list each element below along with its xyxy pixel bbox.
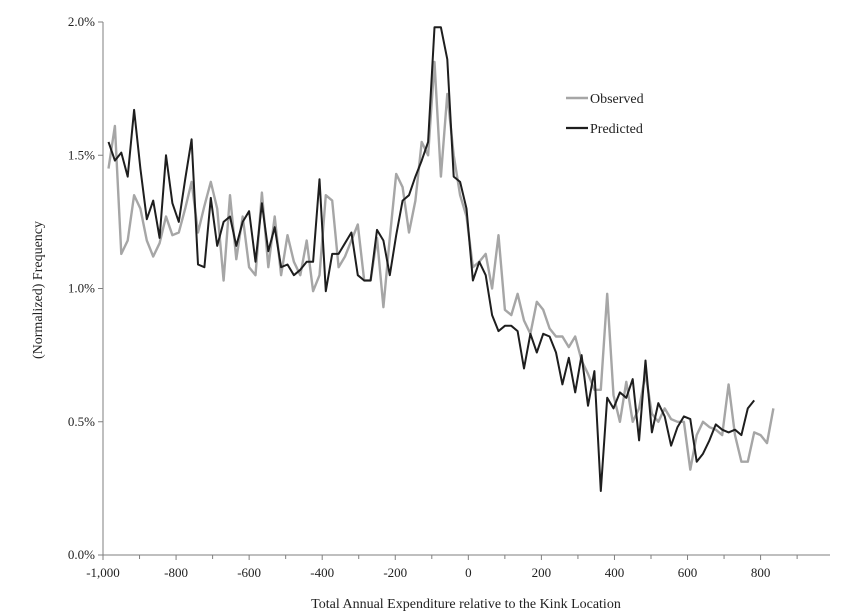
x-tick-label: -200: [383, 565, 407, 580]
x-tick-label: 600: [678, 565, 698, 580]
y-tick-label: 1.0%: [68, 281, 95, 296]
x-tick-label: 800: [751, 565, 771, 580]
x-tick-label: -800: [164, 565, 188, 580]
legend-label-predicted: Predicted: [590, 122, 643, 137]
x-axis-ticks: -1,000 -800 -600 -400 -200 0 200 400 600 800: [86, 555, 798, 580]
axes: [102, 22, 830, 556]
x-tick-label: -1,000: [86, 565, 120, 580]
x-tick-label: 0: [465, 565, 472, 580]
y-tick-label: 0.0%: [68, 547, 95, 562]
y-tick-label: 0.5%: [68, 414, 95, 429]
x-axis-title: Total Annual Expenditure relative to the…: [311, 597, 621, 612]
legend-label-observed: Observed: [590, 92, 644, 107]
x-tick-label: 200: [532, 565, 552, 580]
series-line-observed: [107, 60, 775, 471]
x-tick-label: -600: [237, 565, 261, 580]
series-line-predicted: [107, 26, 755, 492]
y-axis-ticks: 0.0% 0.5% 1.0% 1.5% 2.0%: [68, 14, 103, 562]
x-tick-label: 400: [605, 565, 625, 580]
legend: Observed Predicted: [566, 92, 644, 137]
y-tick-label: 2.0%: [68, 14, 95, 29]
y-tick-label: 1.5%: [68, 147, 95, 162]
y-axis-title: (Normalized) Frequency: [31, 221, 46, 359]
series-lines: [107, 26, 775, 492]
x-tick-label: -400: [310, 565, 334, 580]
